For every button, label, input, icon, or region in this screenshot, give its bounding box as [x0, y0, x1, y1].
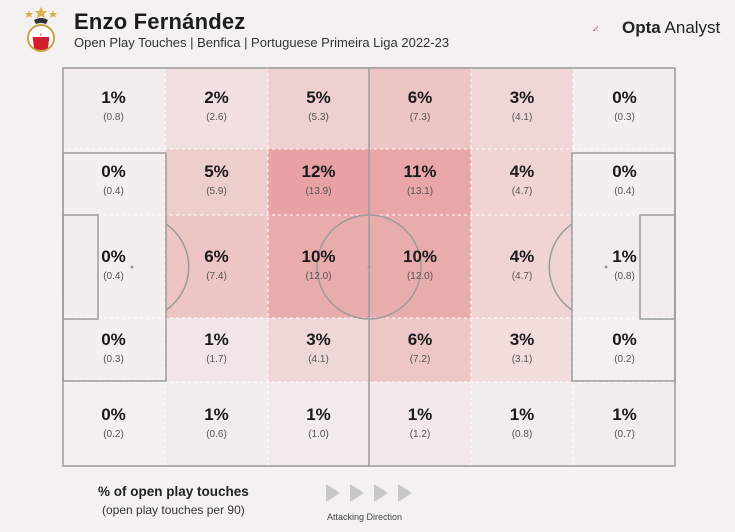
heatmap-cell-r3-c2 [165, 215, 268, 318]
centre-circle [316, 214, 422, 320]
heatmap-cell-r4-c3 [268, 318, 369, 382]
heatmap-cell-r4-c1 [62, 318, 165, 382]
heatmap-cell-r5-c4 [369, 382, 471, 467]
brand-name-light: Analyst [664, 18, 721, 37]
left-goal [62, 238, 64, 296]
heatmap-cell-r3-c4 [369, 215, 471, 318]
header: E Enzo Fernández Open Play Touches | Ben… [0, 0, 735, 60]
heatmap-cell-r5-c2 [165, 382, 268, 467]
left-penalty-arc [165, 223, 190, 311]
left-penalty-spot [130, 265, 134, 269]
centre-spot [367, 265, 371, 269]
attacking-direction-label: Attacking Direction [327, 512, 403, 522]
brand-name-bold: Opta [622, 18, 661, 37]
heatmap-cell-r2-c5 [471, 149, 573, 215]
heatmap-cell-r5-c5 [471, 382, 573, 467]
legend-title: % of open play touches [98, 484, 249, 499]
right-penalty-arc [548, 223, 573, 311]
right-penalty-spot [604, 265, 608, 269]
heatmap-cell-r1-c4 [369, 67, 471, 149]
heatmap-cell-r1-c1 [62, 67, 165, 149]
heatmap-cell-r1-c5 [471, 67, 573, 149]
heatmap-cell-r2-c3 [268, 149, 369, 215]
brand-name: Opta Analyst [622, 18, 720, 38]
benfica-crest-icon: E [25, 7, 57, 52]
heatmap-cell-r4-c5 [471, 318, 573, 382]
right-goal [674, 238, 676, 296]
page-subtitle: Open Play Touches | Benfica | Portuguese… [74, 35, 450, 50]
heatmap-cell-r5-c1 [62, 382, 165, 467]
heatmap-cell-r2-c4 [369, 149, 471, 215]
svg-text:E: E [40, 32, 43, 37]
heatmap-cell-r1-c6 [573, 67, 676, 149]
heatmap-cell-r3-c3 [268, 215, 369, 318]
heatmap-cell-r4-c6 [573, 318, 676, 382]
heatmap-cell-r4-c2 [165, 318, 268, 382]
heatmap-cell-r5-c6 [573, 382, 676, 467]
heatmap-cell-r1-c2 [165, 67, 268, 149]
heatmap-cell-r2-c1 [62, 149, 165, 215]
heatmap-cell-r3-c6 [573, 215, 676, 318]
pitch-heatmap: 1% (0.8) 2% (2.6) 5% (5.3) 6% (7.3) 3% (4.1) 0% (0.… [62, 67, 676, 467]
heatmap-cell-r3-c5 [471, 215, 573, 318]
attacking-direction-arrows-icon [326, 484, 412, 502]
heatmap-cell-r3-c1 [62, 215, 165, 318]
heatmap-cell-r1-c3 [268, 67, 369, 149]
legend: % of open play touches (open play touche… [98, 484, 249, 517]
page-title: Enzo Fernández [74, 9, 246, 34]
opta-analyst-logo-icon [592, 26, 598, 31]
pitch-svg [62, 67, 676, 467]
heatmap-cell-r5-c3 [268, 382, 369, 467]
heatmap-cell-r2-c6 [573, 149, 676, 215]
legend-subtitle: (open play touches per 90) [102, 503, 245, 517]
heatmap-cell-r4-c4 [369, 318, 471, 382]
heatmap-cell-r2-c2 [165, 149, 268, 215]
